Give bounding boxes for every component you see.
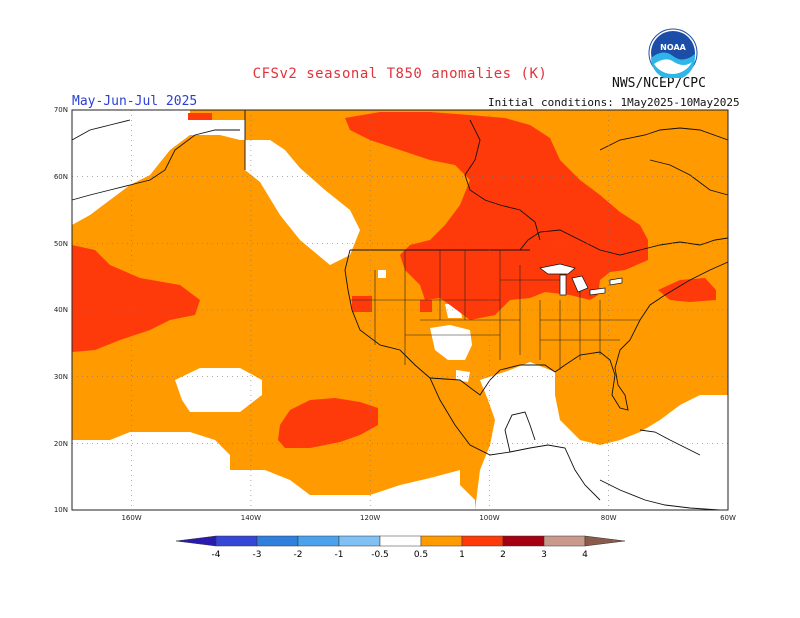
- colorbar-min-arrow: [175, 535, 217, 547]
- colorbar-label: 2: [500, 550, 506, 560]
- colorbar-swatch: [215, 535, 258, 547]
- colorbar-label: 4: [582, 550, 588, 560]
- lat-label: 40N: [54, 306, 68, 314]
- map-title: CFSv2 seasonal T850 anomalies (K): [252, 66, 548, 82]
- colorbar-swatch: [379, 535, 422, 547]
- lat-label: 60N: [54, 173, 68, 181]
- forecast-period: May-Jun-Jul 2025: [72, 94, 198, 109]
- lon-label: 120W: [360, 514, 380, 522]
- colorbar-swatch: [256, 535, 299, 547]
- lon-label: 100W: [479, 514, 499, 522]
- colorbar-swatch: [543, 535, 586, 547]
- initial-conditions: Initial conditions: 1May2025-10May2025: [488, 96, 740, 109]
- lat-label: 50N: [54, 240, 68, 248]
- longitude-labels: 160W 140W 120W 100W 80W 60W: [121, 514, 736, 522]
- noaa-logo-icon: NOAA: [648, 28, 698, 78]
- lon-label: 60W: [720, 514, 736, 522]
- colorbar-swatch: [297, 535, 340, 547]
- latitude-labels: 70N 60N 50N 40N 30N 20N 10N: [54, 106, 68, 514]
- noaa-logo-text: NOAA: [660, 43, 686, 52]
- lon-label: 160W: [121, 514, 141, 522]
- colorbar-swatch: [502, 535, 545, 547]
- colorbar-swatch: [338, 535, 381, 547]
- great-lakes: [539, 263, 623, 296]
- colorbar-labels: -4 -3 -2 -1 -0.5 0.5 1 2 3 4: [212, 550, 589, 560]
- colorbar: [175, 535, 626, 547]
- political-borders: [350, 250, 640, 370]
- colorbar-max-arrow: [584, 535, 626, 547]
- colorbar-label: 0.5: [414, 550, 428, 560]
- colorbar-label: -2: [294, 550, 303, 560]
- colorbar-label: -0.5: [371, 550, 389, 560]
- colorbar-label: -3: [253, 550, 262, 560]
- colorbar-label: -4: [212, 550, 221, 560]
- map-frame: [71, 109, 729, 511]
- colorbar-swatch: [461, 535, 504, 547]
- lat-label: 70N: [54, 106, 68, 114]
- lat-label: 20N: [54, 440, 68, 448]
- lat-lon-grid: [72, 110, 728, 510]
- colorbar-label: 3: [541, 550, 547, 560]
- colorbar-label: -1: [335, 550, 344, 560]
- lat-label: 10N: [54, 506, 68, 514]
- credit-label: NWS/NCEP/CPC: [612, 76, 706, 91]
- lon-label: 140W: [241, 514, 261, 522]
- lon-label: 80W: [601, 514, 617, 522]
- colorbar-swatch: [420, 535, 463, 547]
- coastlines: [71, 110, 729, 511]
- colorbar-label: 1: [459, 550, 465, 560]
- lat-label: 30N: [54, 373, 68, 381]
